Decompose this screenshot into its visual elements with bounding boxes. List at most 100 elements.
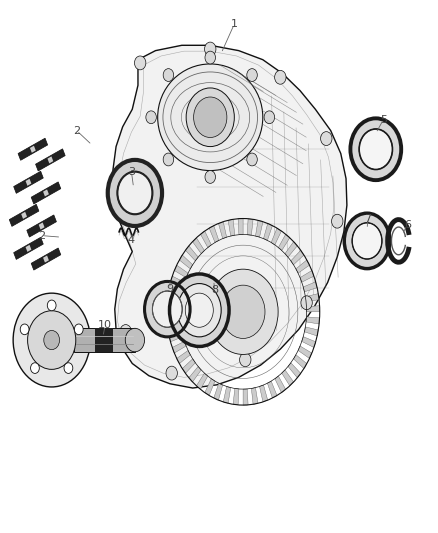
Polygon shape: [306, 317, 320, 324]
Circle shape: [350, 118, 401, 180]
Circle shape: [359, 129, 392, 169]
Polygon shape: [74, 328, 135, 352]
Polygon shape: [193, 238, 205, 254]
Text: 3: 3: [128, 167, 135, 176]
Polygon shape: [31, 182, 61, 204]
Circle shape: [28, 311, 76, 369]
Polygon shape: [30, 146, 36, 153]
Polygon shape: [25, 245, 32, 252]
Polygon shape: [264, 223, 272, 240]
Circle shape: [332, 214, 343, 228]
Text: 2: 2: [73, 126, 80, 135]
Polygon shape: [255, 220, 263, 237]
Circle shape: [163, 69, 174, 82]
Circle shape: [74, 324, 83, 335]
Polygon shape: [166, 312, 180, 318]
Circle shape: [20, 324, 29, 335]
Text: 6: 6: [404, 220, 411, 230]
Circle shape: [31, 363, 39, 374]
Polygon shape: [271, 228, 281, 245]
Polygon shape: [260, 385, 268, 402]
Polygon shape: [179, 255, 193, 269]
Polygon shape: [303, 282, 317, 292]
Polygon shape: [293, 355, 307, 369]
Polygon shape: [35, 149, 65, 171]
Polygon shape: [167, 322, 181, 330]
Polygon shape: [201, 231, 212, 247]
Text: 10: 10: [98, 320, 112, 330]
Polygon shape: [233, 389, 239, 405]
Text: 9: 9: [166, 284, 173, 294]
Circle shape: [108, 160, 162, 226]
Polygon shape: [223, 386, 231, 403]
Polygon shape: [288, 363, 301, 378]
Circle shape: [163, 153, 174, 166]
Circle shape: [47, 300, 56, 311]
Circle shape: [170, 274, 229, 346]
Circle shape: [145, 281, 190, 337]
Circle shape: [208, 269, 278, 354]
Polygon shape: [296, 260, 310, 273]
Polygon shape: [304, 327, 318, 336]
Polygon shape: [300, 271, 314, 282]
Circle shape: [264, 111, 275, 124]
Polygon shape: [247, 219, 253, 235]
Polygon shape: [43, 189, 49, 197]
Polygon shape: [282, 370, 293, 386]
Text: 8: 8: [211, 286, 218, 295]
Polygon shape: [238, 219, 243, 235]
Polygon shape: [177, 351, 190, 364]
Circle shape: [146, 111, 156, 124]
Text: 4: 4: [128, 235, 135, 245]
Polygon shape: [243, 389, 248, 405]
Circle shape: [186, 88, 234, 147]
Polygon shape: [196, 373, 208, 390]
Text: 1: 1: [231, 19, 238, 29]
Polygon shape: [182, 359, 195, 373]
Polygon shape: [279, 234, 290, 251]
Polygon shape: [189, 367, 201, 382]
Polygon shape: [25, 179, 32, 186]
Polygon shape: [305, 294, 319, 302]
Polygon shape: [302, 337, 316, 348]
Circle shape: [152, 291, 182, 327]
Text: 2: 2: [38, 231, 45, 240]
Polygon shape: [18, 138, 48, 160]
Polygon shape: [251, 387, 258, 405]
Polygon shape: [27, 215, 57, 237]
Polygon shape: [298, 346, 312, 359]
Circle shape: [321, 132, 332, 146]
Circle shape: [64, 363, 73, 374]
Circle shape: [120, 325, 131, 338]
Polygon shape: [174, 265, 188, 278]
Circle shape: [194, 97, 227, 138]
Polygon shape: [205, 379, 215, 395]
Polygon shape: [21, 212, 27, 219]
Text: 7: 7: [364, 214, 371, 223]
Polygon shape: [172, 341, 186, 353]
Polygon shape: [169, 332, 183, 342]
Ellipse shape: [158, 64, 263, 171]
Text: 5: 5: [380, 115, 387, 125]
Polygon shape: [214, 383, 223, 400]
Circle shape: [275, 70, 286, 84]
Circle shape: [205, 171, 215, 183]
Circle shape: [247, 69, 257, 82]
Circle shape: [205, 42, 216, 56]
Polygon shape: [285, 241, 297, 257]
Polygon shape: [275, 376, 286, 393]
Polygon shape: [43, 255, 49, 263]
Circle shape: [134, 56, 146, 70]
Circle shape: [240, 353, 251, 367]
Circle shape: [117, 172, 152, 214]
Circle shape: [301, 296, 312, 310]
Circle shape: [185, 293, 213, 327]
Circle shape: [177, 284, 221, 337]
Polygon shape: [228, 219, 235, 236]
Circle shape: [221, 285, 265, 338]
Circle shape: [166, 366, 177, 380]
Polygon shape: [170, 276, 184, 287]
Polygon shape: [31, 248, 61, 270]
Circle shape: [205, 51, 215, 64]
Circle shape: [352, 223, 382, 259]
